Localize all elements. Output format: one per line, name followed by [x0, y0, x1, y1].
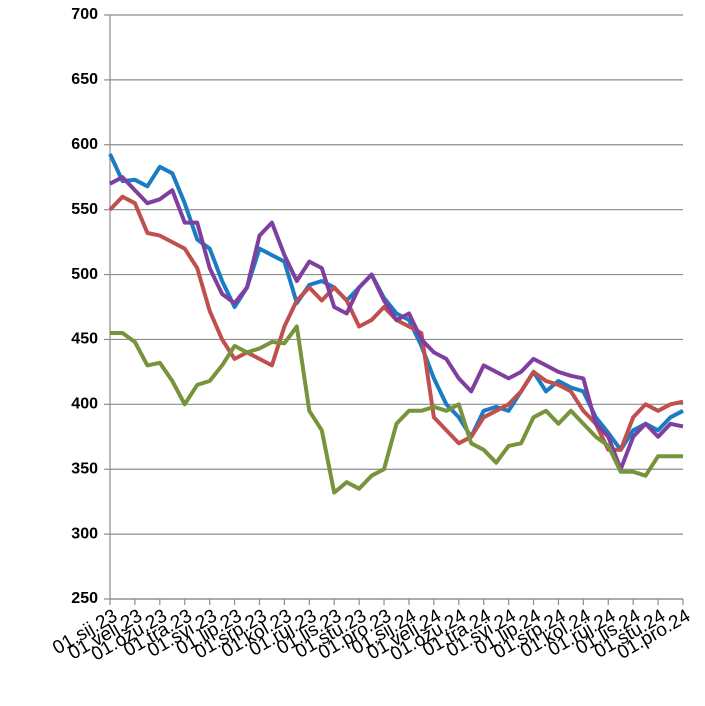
- series-line: [108, 153, 684, 452]
- y-tick-label: 450: [71, 331, 98, 348]
- y-tick-label: 300: [71, 525, 98, 542]
- y-tick-label: 550: [71, 201, 98, 218]
- y-tick-label: 250: [71, 590, 98, 607]
- y-tick-label: 400: [71, 396, 98, 413]
- series-line: [109, 175, 684, 472]
- y-tick-label: 700: [71, 6, 98, 23]
- y-tick-label: 650: [71, 71, 98, 88]
- y-tick-label: 600: [71, 136, 98, 153]
- y-tick-label: 500: [71, 266, 98, 283]
- series-line: [110, 324, 683, 495]
- y-tick-label: 350: [71, 460, 98, 477]
